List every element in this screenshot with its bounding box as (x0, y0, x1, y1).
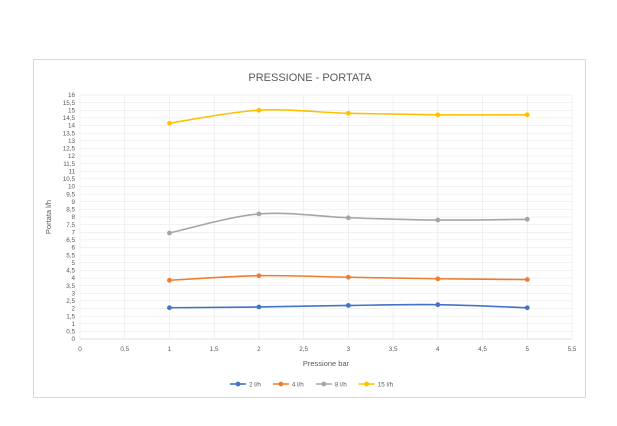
y-tick-label: 13,5 (63, 130, 76, 137)
x-tick-label: 2,5 (299, 346, 308, 353)
y-tick-label: 4,5 (66, 268, 75, 275)
x-tick-label: 4 (436, 346, 440, 353)
y-tick-label: 13 (68, 138, 76, 145)
y-tick-label: 9 (71, 199, 75, 206)
data-point (345, 274, 351, 280)
data-point (345, 215, 351, 221)
y-tick-label: 12 (68, 153, 76, 160)
data-point (435, 112, 441, 118)
legend-swatch-marker (364, 381, 370, 387)
data-point (345, 303, 351, 308)
y-tick-label: 5,5 (66, 252, 75, 259)
legend-item: 15 l/h (358, 381, 394, 388)
legend-label: 8 l/h (335, 381, 347, 388)
y-tick-label: 12,5 (63, 146, 76, 153)
y-tick-label: 8 (71, 214, 75, 221)
y-tick-label: 16 (68, 92, 76, 99)
y-tick-label: 9,5 (66, 191, 75, 198)
data-point (345, 110, 351, 116)
y-tick-label: 11,5 (63, 161, 75, 168)
y-tick-label: 0 (71, 336, 75, 343)
x-tick-label: 3 (347, 346, 351, 353)
x-tick-label: 1,5 (210, 346, 219, 353)
series-layer (167, 107, 530, 311)
x-tick-label: 1 (168, 346, 172, 353)
y-tick-label: 3,5 (66, 283, 75, 290)
x-tick-label: 3,5 (389, 346, 398, 353)
x-tick-label: 0 (78, 346, 82, 353)
x-tick-label: 4,5 (478, 346, 487, 353)
y-axis-title: Portata l/h (44, 200, 53, 234)
line-chart: PRESSIONE - PORTATA 00,511,522,533,544,5… (44, 72, 577, 388)
y-tick-label: 10 (68, 184, 76, 191)
y-tick-label: 11 (68, 168, 75, 175)
series-4-l-h (167, 273, 530, 283)
y-tick-label: 0,5 (66, 329, 75, 336)
legend-item: 8 l/h (315, 381, 347, 388)
x-tick-label: 2 (257, 346, 261, 353)
legend-swatch-marker (321, 381, 327, 387)
data-point (256, 107, 262, 113)
data-point (435, 302, 441, 308)
data-point (524, 112, 530, 118)
y-tick-label: 15 (68, 107, 76, 114)
y-tick-label: 10,5 (63, 176, 76, 183)
y-tick-label: 3 (71, 290, 75, 297)
y-tick-label: 14,5 (63, 115, 76, 122)
legend-label: 4 l/h (292, 381, 304, 388)
legend-label: 2 l/h (249, 381, 261, 388)
y-tick-label: 6,5 (66, 237, 75, 244)
legend: 2 l/h 4 l/h 8 l/h 15 l/h (230, 381, 394, 388)
y-tick-label: 5 (71, 260, 75, 267)
y-tick-label: 1,5 (66, 313, 75, 320)
y-tick-label: 7,5 (66, 222, 75, 229)
data-point (256, 304, 262, 310)
x-tick-label: 0,5 (120, 346, 129, 353)
data-point (435, 217, 441, 223)
data-point (256, 211, 262, 217)
data-point (524, 277, 530, 282)
x-tick-label: 5,5 (568, 346, 577, 353)
y-tick-label: 2 (71, 306, 75, 313)
legend-label: 15 l/h (378, 381, 394, 388)
series-15-l-h (167, 107, 530, 126)
data-point (167, 230, 172, 236)
y-tick-label: 1 (71, 321, 75, 328)
series-2-l-h (167, 302, 530, 311)
legend-swatch-marker (278, 381, 284, 387)
x-axis-title: Pressione bar (303, 359, 350, 368)
y-tick-label: 14 (68, 123, 76, 130)
chart-area: PRESSIONE - PORTATA 0 0,5 1 1,5 2 2,5 3 3,5 4 4,5… (33, 59, 586, 398)
y-tick-label: 2,5 (66, 298, 75, 305)
legend-swatch-marker (235, 381, 241, 387)
y-tick-label: 7 (71, 229, 75, 236)
data-point (435, 276, 441, 282)
data-point (524, 305, 530, 311)
x-tick-label: 5 (526, 346, 530, 353)
legend-item: 2 l/h (230, 381, 261, 388)
series-8-l-h (167, 211, 530, 236)
data-point (167, 120, 172, 126)
y-tick-label: 8,5 (66, 207, 75, 214)
data-point (167, 277, 172, 283)
chart-title: PRESSIONE - PORTATA (248, 72, 372, 84)
y-tick-label: 6 (71, 245, 75, 252)
horizontal-gridlines (80, 94, 572, 340)
y-tick-label: 4 (71, 275, 75, 282)
data-point (524, 216, 530, 222)
x-axis-ticks: 0 0,5 1 1,5 2 2,5 3 3,5 4 4,5 5 5,5 (78, 346, 577, 353)
y-tick-label: 15,5 (63, 100, 76, 107)
legend-item: 4 l/h (272, 381, 304, 388)
y-axis-ticks: 00,511,522,533,544,555,566,577,588,599,5… (63, 92, 76, 343)
data-point (167, 305, 172, 311)
data-point (256, 273, 262, 279)
